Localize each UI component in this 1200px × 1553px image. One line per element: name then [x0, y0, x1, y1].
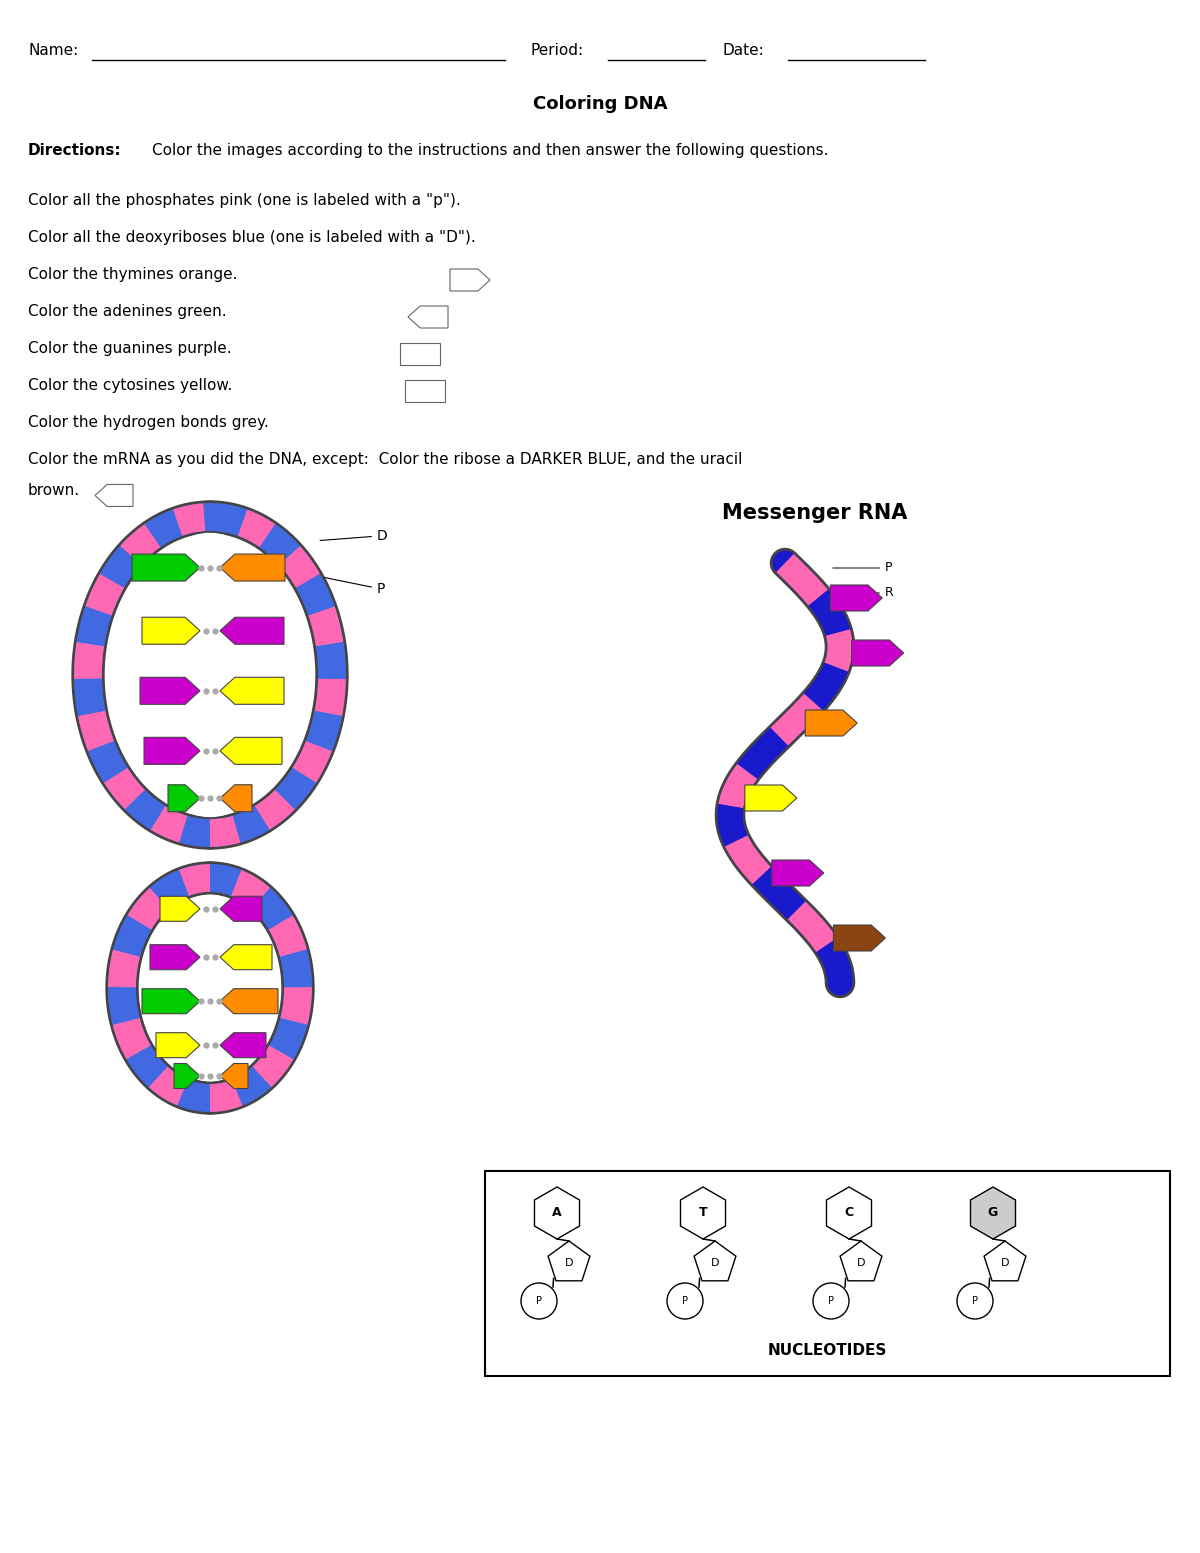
Polygon shape	[142, 989, 200, 1014]
Polygon shape	[150, 944, 200, 969]
Polygon shape	[772, 860, 823, 887]
Text: P: P	[325, 578, 385, 596]
Polygon shape	[408, 306, 448, 328]
Text: P: P	[828, 1297, 834, 1306]
Text: A: A	[552, 1207, 562, 1219]
Text: Color the images according to the instructions and then answer the following que: Color the images according to the instru…	[152, 143, 828, 158]
Polygon shape	[220, 896, 262, 921]
Polygon shape	[220, 1033, 266, 1058]
Text: D: D	[857, 1258, 865, 1267]
Polygon shape	[174, 1064, 200, 1089]
Text: P: P	[682, 1297, 688, 1306]
Text: brown.: brown.	[28, 483, 80, 499]
Polygon shape	[220, 784, 252, 812]
Polygon shape	[220, 944, 272, 969]
Text: Color the mRNA as you did the DNA, except:  Color the ribose a DARKER BLUE, and : Color the mRNA as you did the DNA, excep…	[28, 452, 743, 467]
Text: R: R	[829, 587, 894, 599]
Text: P: P	[536, 1297, 542, 1306]
Text: D: D	[320, 528, 388, 542]
Ellipse shape	[122, 533, 298, 817]
Polygon shape	[450, 269, 490, 290]
Circle shape	[814, 1283, 848, 1318]
Polygon shape	[805, 710, 857, 736]
Text: P: P	[972, 1297, 978, 1306]
Polygon shape	[220, 1064, 248, 1089]
Text: Color all the phosphates pink (one is labeled with a "p").: Color all the phosphates pink (one is la…	[28, 193, 461, 208]
Text: P: P	[833, 562, 893, 575]
Text: D: D	[565, 1258, 574, 1267]
Text: Color the guanines purple.: Color the guanines purple.	[28, 342, 232, 356]
Polygon shape	[830, 585, 882, 610]
Ellipse shape	[152, 895, 268, 1081]
Text: Color the hydrogen bonds grey.: Color the hydrogen bonds grey.	[28, 415, 269, 430]
Text: Color the cytosines yellow.: Color the cytosines yellow.	[28, 377, 233, 393]
Polygon shape	[984, 1241, 1026, 1281]
Polygon shape	[144, 738, 200, 764]
Polygon shape	[168, 784, 200, 812]
Polygon shape	[220, 738, 282, 764]
Text: Color the adenines green.: Color the adenines green.	[28, 304, 227, 318]
Text: Date:: Date:	[722, 43, 763, 57]
Polygon shape	[840, 1241, 882, 1281]
Polygon shape	[160, 896, 200, 921]
Polygon shape	[834, 926, 886, 950]
Polygon shape	[680, 1186, 726, 1239]
Text: Color all the deoxyriboses blue (one is labeled with a "D").: Color all the deoxyriboses blue (one is …	[28, 230, 475, 245]
Circle shape	[956, 1283, 992, 1318]
Bar	[406, 380, 445, 402]
Bar	[400, 343, 440, 365]
Circle shape	[521, 1283, 557, 1318]
Polygon shape	[220, 677, 284, 705]
Text: Period:: Period:	[530, 43, 583, 57]
Text: Color the thymines orange.: Color the thymines orange.	[28, 267, 238, 283]
Text: G: G	[988, 1207, 998, 1219]
Polygon shape	[971, 1186, 1015, 1239]
Polygon shape	[852, 640, 904, 666]
Circle shape	[667, 1283, 703, 1318]
Text: C: C	[845, 1207, 853, 1219]
Polygon shape	[156, 1033, 200, 1058]
Text: D: D	[710, 1258, 719, 1267]
Text: Messenger RNA: Messenger RNA	[722, 503, 907, 523]
Polygon shape	[140, 677, 200, 705]
Polygon shape	[220, 617, 284, 644]
Polygon shape	[694, 1241, 736, 1281]
Polygon shape	[132, 554, 200, 581]
Bar	[485, 1171, 1170, 1376]
Polygon shape	[745, 784, 797, 811]
Text: D: D	[1001, 1258, 1009, 1267]
Polygon shape	[548, 1241, 590, 1281]
Polygon shape	[95, 485, 133, 506]
Text: NUCLEOTIDES: NUCLEOTIDES	[768, 1343, 887, 1357]
Polygon shape	[220, 554, 286, 581]
Polygon shape	[827, 1186, 871, 1239]
Polygon shape	[142, 617, 200, 644]
Polygon shape	[534, 1186, 580, 1239]
Text: Directions:: Directions:	[28, 143, 121, 158]
Polygon shape	[220, 989, 278, 1014]
Text: Coloring DNA: Coloring DNA	[533, 95, 667, 113]
Text: T: T	[698, 1207, 707, 1219]
Text: Name:: Name:	[28, 43, 78, 57]
